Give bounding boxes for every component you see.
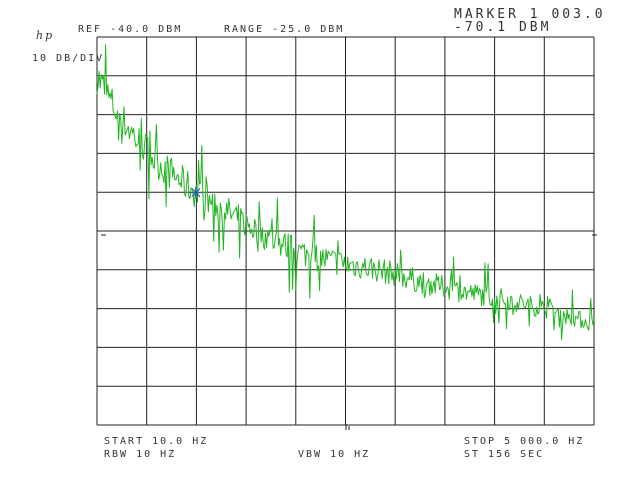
resolution-bandwidth-label: RBW 10 HZ	[104, 449, 177, 460]
stop-frequency-label: STOP 5 000.0 HZ	[464, 436, 585, 447]
hp-logo: hp	[36, 29, 55, 42]
video-bandwidth-label: VBW 10 HZ	[298, 449, 371, 460]
marker-title-label: MARKER 1 003.0	[454, 7, 606, 22]
spectrum-trace	[96, 44, 595, 341]
reference-level-label: REF -40.0 DBM	[78, 24, 183, 35]
marker-value-label: -70.1 DBM	[454, 20, 552, 35]
marker-star-stroke	[191, 187, 201, 198]
marker-1-symbol[interactable]	[189, 186, 202, 199]
graticule	[96, 36, 595, 426]
sweep-time-label: ST 156 SEC	[464, 449, 545, 460]
input-range-label: RANGE -25.0 DBM	[224, 24, 345, 35]
scale-label: 10 DB/DIV	[32, 53, 105, 64]
start-frequency-label: START 10.0 HZ	[104, 436, 209, 447]
center-ticks	[101, 234, 597, 430]
